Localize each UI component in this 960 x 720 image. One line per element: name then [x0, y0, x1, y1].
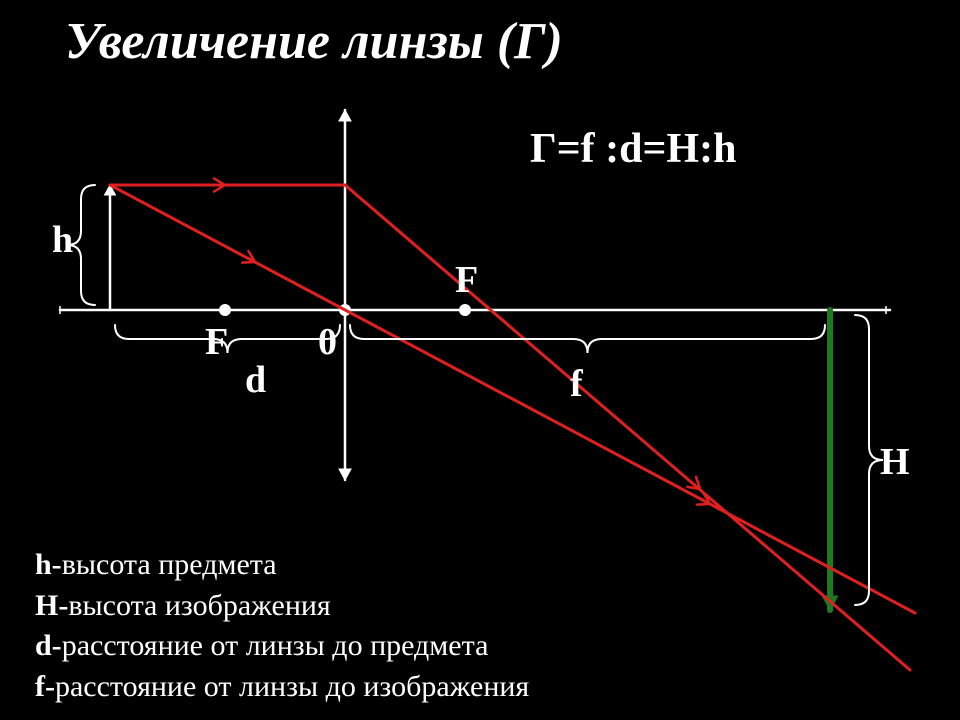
slide-stage: Увеличение линзы (Г) Г=f :d=H:h h F F 0 … [0, 0, 960, 720]
legend-line: h-высота предмета [35, 545, 529, 586]
slide-title: Увеличение линзы (Г) [65, 12, 563, 71]
legend-line: f-расстояние от линзы до изображения [35, 667, 529, 708]
legend-block: h-высота предметаH-высота изображенияd-р… [35, 545, 529, 707]
legend-line: H-высота изображения [35, 586, 529, 627]
label-F-right: F [455, 258, 478, 302]
label-h: h [52, 218, 73, 262]
label-F-left: F [205, 320, 228, 364]
label-d: d [245, 358, 266, 402]
magnification-formula: Г=f :d=H:h [530, 125, 736, 173]
label-origin: 0 [318, 320, 337, 364]
label-H: H [880, 440, 910, 484]
legend-line: d-расстояние от линзы до предмета [35, 626, 529, 667]
label-f: f [570, 362, 583, 406]
